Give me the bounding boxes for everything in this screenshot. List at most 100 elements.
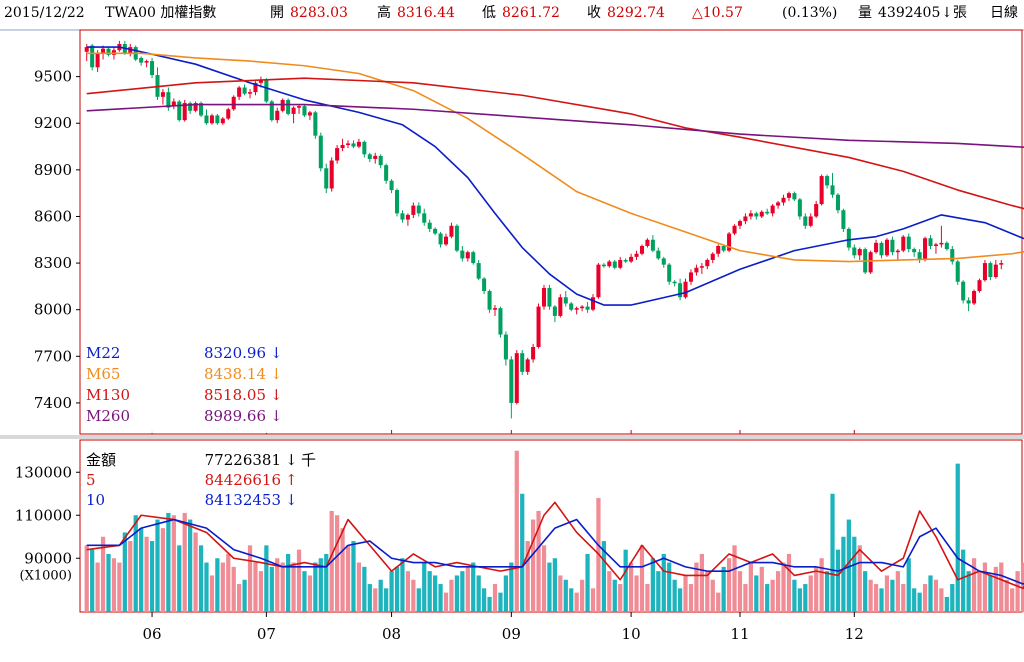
x-tick-label: 12	[845, 625, 864, 643]
volume-bar	[476, 575, 481, 612]
candle-body	[906, 236, 911, 250]
candle-body	[373, 155, 378, 159]
candle-body	[362, 141, 367, 155]
price-y-tick-label: 7700	[34, 347, 72, 365]
candle-body	[166, 92, 171, 108]
candle-body	[237, 87, 242, 97]
price-legend-box	[81, 342, 281, 433]
volume-ma-10-line	[86, 518, 1024, 585]
candle-body	[400, 213, 405, 220]
volume-bar	[291, 562, 296, 612]
candlesticks	[84, 40, 1004, 419]
candle-body	[253, 82, 258, 93]
candle-body	[563, 297, 568, 304]
volume-bar	[645, 584, 650, 612]
panel-splitter[interactable]	[0, 435, 1024, 439]
volume-bar	[226, 553, 231, 612]
candle-body	[596, 264, 601, 298]
volume-y-tick-label: 130000	[15, 463, 72, 481]
candle-body	[716, 245, 721, 254]
volume-bar	[590, 588, 596, 612]
volume-bar	[656, 571, 661, 612]
volume-bar	[90, 549, 95, 612]
ma-m130-line	[86, 77, 1024, 210]
candle-body	[645, 239, 650, 246]
price-y-tick-label: 8600	[34, 207, 72, 225]
volume-bar	[667, 562, 672, 612]
volume-bar	[917, 592, 922, 612]
volume-bar	[100, 536, 106, 612]
candle-body	[394, 190, 400, 214]
candle-body	[291, 107, 296, 114]
volume-bar	[906, 558, 911, 612]
candle-body	[204, 115, 209, 124]
legend-arrow-m130: ↓	[270, 386, 283, 404]
volume-bar	[808, 575, 813, 612]
volume-legend-arrow: ↓	[285, 451, 298, 469]
candle-body	[841, 210, 846, 229]
candle-body	[454, 225, 459, 251]
candle-body	[939, 242, 944, 245]
volume-value: 4392405	[878, 5, 941, 21]
candle-body	[177, 101, 182, 121]
volume-bar	[541, 545, 547, 612]
volume-bar	[111, 558, 117, 612]
volume-bar	[775, 571, 781, 612]
candle-body	[433, 228, 438, 234]
volume-bar	[901, 584, 906, 612]
volume-bar	[95, 562, 100, 612]
volume-bar	[193, 532, 198, 612]
volume-bar	[367, 584, 372, 612]
candle-body	[226, 109, 231, 119]
volume-bar	[650, 558, 655, 612]
volume-bar	[525, 541, 530, 612]
volume-bar	[971, 558, 977, 612]
x-tick-label: 06	[143, 625, 162, 643]
candle-body	[547, 287, 552, 307]
candle-body	[667, 264, 672, 282]
candle-body	[139, 57, 144, 63]
volume-bar	[394, 566, 400, 612]
volume-bar	[530, 519, 536, 612]
volume-bar	[438, 584, 443, 612]
candle-body	[302, 106, 307, 116]
open-label: 開	[270, 5, 284, 21]
date-label: 2015/12/22	[4, 5, 85, 21]
low-label: 低	[482, 5, 496, 21]
candle-body	[389, 180, 394, 191]
candle-body	[313, 112, 318, 136]
legend-value-m65: 8438.14	[204, 365, 266, 383]
volume-bar	[558, 575, 563, 612]
volume-bar	[563, 579, 568, 612]
volume-legend: 金額 77226381 ↓ 千5 84426616 ↑10 84132453 ↓	[81, 441, 321, 513]
volume-bar	[873, 584, 879, 612]
volume-bar	[400, 558, 405, 612]
volume-bar	[699, 553, 704, 612]
x-tick-label: 10	[622, 625, 641, 643]
volume-bar	[754, 575, 759, 612]
volume-bar	[977, 571, 982, 612]
candle-body	[438, 233, 443, 245]
candle-body	[171, 101, 176, 107]
candle-body	[737, 221, 742, 226]
legend-name-m260: M260	[86, 407, 130, 425]
candle-body	[629, 256, 634, 262]
volume-legend-unit: 千	[301, 451, 316, 469]
candle-body	[384, 165, 389, 181]
candle-body	[552, 306, 557, 316]
volume-bar	[84, 545, 89, 612]
volume-bars	[84, 450, 1024, 612]
candle-body	[966, 300, 971, 304]
volume-bar	[607, 571, 612, 612]
candle-body	[199, 103, 204, 116]
candle-body	[367, 154, 372, 159]
candle-body	[819, 176, 824, 205]
legend-name-m65: M65	[86, 365, 120, 383]
volume-bar	[688, 584, 694, 612]
candle-body	[574, 308, 579, 310]
volume-bar	[514, 450, 519, 612]
volume-bar	[160, 528, 166, 612]
candle-body	[961, 281, 966, 301]
volume-bar	[639, 545, 645, 612]
volume-bar	[411, 579, 416, 612]
